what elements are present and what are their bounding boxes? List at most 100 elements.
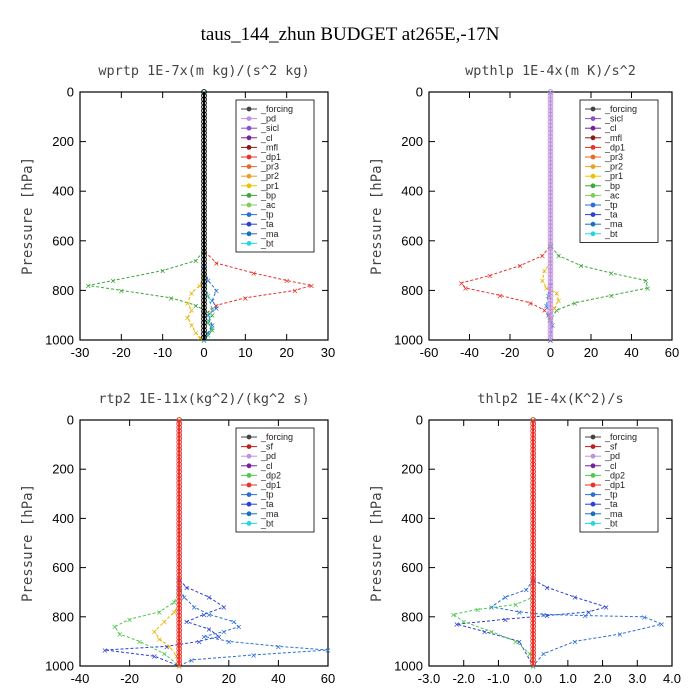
data-point: × xyxy=(156,608,163,617)
data-point: × xyxy=(209,296,216,305)
data-point xyxy=(530,645,536,652)
legend-entry: _ma xyxy=(604,509,623,519)
data-point: × xyxy=(205,319,212,328)
data-point xyxy=(176,535,183,541)
data-point xyxy=(530,616,536,623)
data-point xyxy=(547,301,554,307)
data-point xyxy=(530,623,536,630)
x-tick-label: 60 xyxy=(665,345,679,360)
data-point: × xyxy=(209,321,216,330)
data-point xyxy=(547,200,554,207)
data-point: × xyxy=(460,618,467,627)
data-point xyxy=(547,159,554,166)
legend-entry: _pr3 xyxy=(604,152,623,162)
data-point xyxy=(176,612,183,619)
data-point xyxy=(530,472,536,479)
data-point xyxy=(176,428,183,434)
data-point xyxy=(547,185,554,192)
legend-marker xyxy=(590,145,596,150)
data-point xyxy=(201,193,207,200)
data-point: × xyxy=(523,586,530,595)
y-tick-label: 800 xyxy=(401,283,423,298)
data-point: × xyxy=(206,625,213,634)
data-point xyxy=(530,575,536,582)
data-point xyxy=(176,520,183,527)
data-point xyxy=(201,249,207,255)
data-point xyxy=(547,193,554,200)
data-point: × xyxy=(201,336,208,345)
data-point: × xyxy=(543,284,550,293)
data-point xyxy=(201,100,207,107)
legend-entry: _tp xyxy=(260,210,274,220)
data-point: × xyxy=(111,623,118,632)
data-point xyxy=(547,96,554,103)
data-point xyxy=(176,609,183,615)
x-tick-label: 0.0 xyxy=(524,671,542,686)
data-point xyxy=(530,561,536,567)
data-point xyxy=(530,483,536,490)
data-point: × xyxy=(512,637,519,646)
y-tick-label: 600 xyxy=(401,560,423,575)
data-point xyxy=(530,656,536,663)
legend-marker xyxy=(590,463,596,469)
data-point: × xyxy=(201,632,208,641)
legend-entry: _tp xyxy=(604,490,618,500)
data-point xyxy=(530,586,536,593)
legend-marker xyxy=(246,482,252,488)
data-point: × xyxy=(453,620,460,629)
data-point xyxy=(176,649,183,656)
legend-marker xyxy=(246,463,252,469)
legend-entry: _pd xyxy=(260,114,276,124)
data-point xyxy=(530,417,536,423)
data-point xyxy=(547,245,554,252)
data-point xyxy=(176,579,183,586)
data-point xyxy=(547,312,554,319)
data-point xyxy=(176,553,183,560)
data-point: × xyxy=(176,662,183,671)
legend-entry: _cl xyxy=(260,461,273,471)
data-point: × xyxy=(206,593,213,602)
data-point xyxy=(176,656,183,663)
data-point xyxy=(547,290,554,296)
data-point xyxy=(530,638,536,645)
data-point xyxy=(176,583,183,589)
data-point xyxy=(201,96,207,103)
data-point: × xyxy=(547,336,554,345)
data-point xyxy=(530,498,536,505)
data-point xyxy=(547,267,554,274)
data-point xyxy=(176,597,183,604)
data-point xyxy=(176,538,183,545)
data-point xyxy=(547,278,554,285)
x-tick-label: 20 xyxy=(279,345,293,360)
series-line-ta xyxy=(490,420,664,667)
data-point xyxy=(201,189,207,196)
data-point xyxy=(547,204,554,211)
data-point xyxy=(176,454,183,460)
legend-entry: _bt xyxy=(604,518,618,528)
x-tick-label: -2.0 xyxy=(453,671,475,686)
legend-marker xyxy=(246,444,252,449)
data-point xyxy=(530,457,536,464)
data-point xyxy=(530,527,536,534)
data-point xyxy=(547,100,554,107)
legend-entry: _ma xyxy=(260,509,279,519)
legend-entry: _sf xyxy=(604,442,618,452)
plot-frame xyxy=(79,419,329,667)
data-point: × xyxy=(201,610,208,619)
data-point: × xyxy=(481,628,488,637)
data-point xyxy=(201,267,207,274)
legend-marker xyxy=(246,125,252,131)
legend-marker xyxy=(246,241,252,246)
data-point xyxy=(547,126,554,133)
data-point xyxy=(176,601,183,608)
legend-marker xyxy=(246,173,252,179)
data-point xyxy=(547,130,554,136)
x-tick-label: 1.0 xyxy=(559,671,577,686)
data-point xyxy=(201,152,207,159)
data-point xyxy=(201,163,207,170)
data-point xyxy=(530,653,536,660)
data-point xyxy=(201,293,207,300)
data-point: × xyxy=(126,615,133,624)
legend-entry: _dp1 xyxy=(260,480,281,490)
data-point xyxy=(530,516,536,523)
